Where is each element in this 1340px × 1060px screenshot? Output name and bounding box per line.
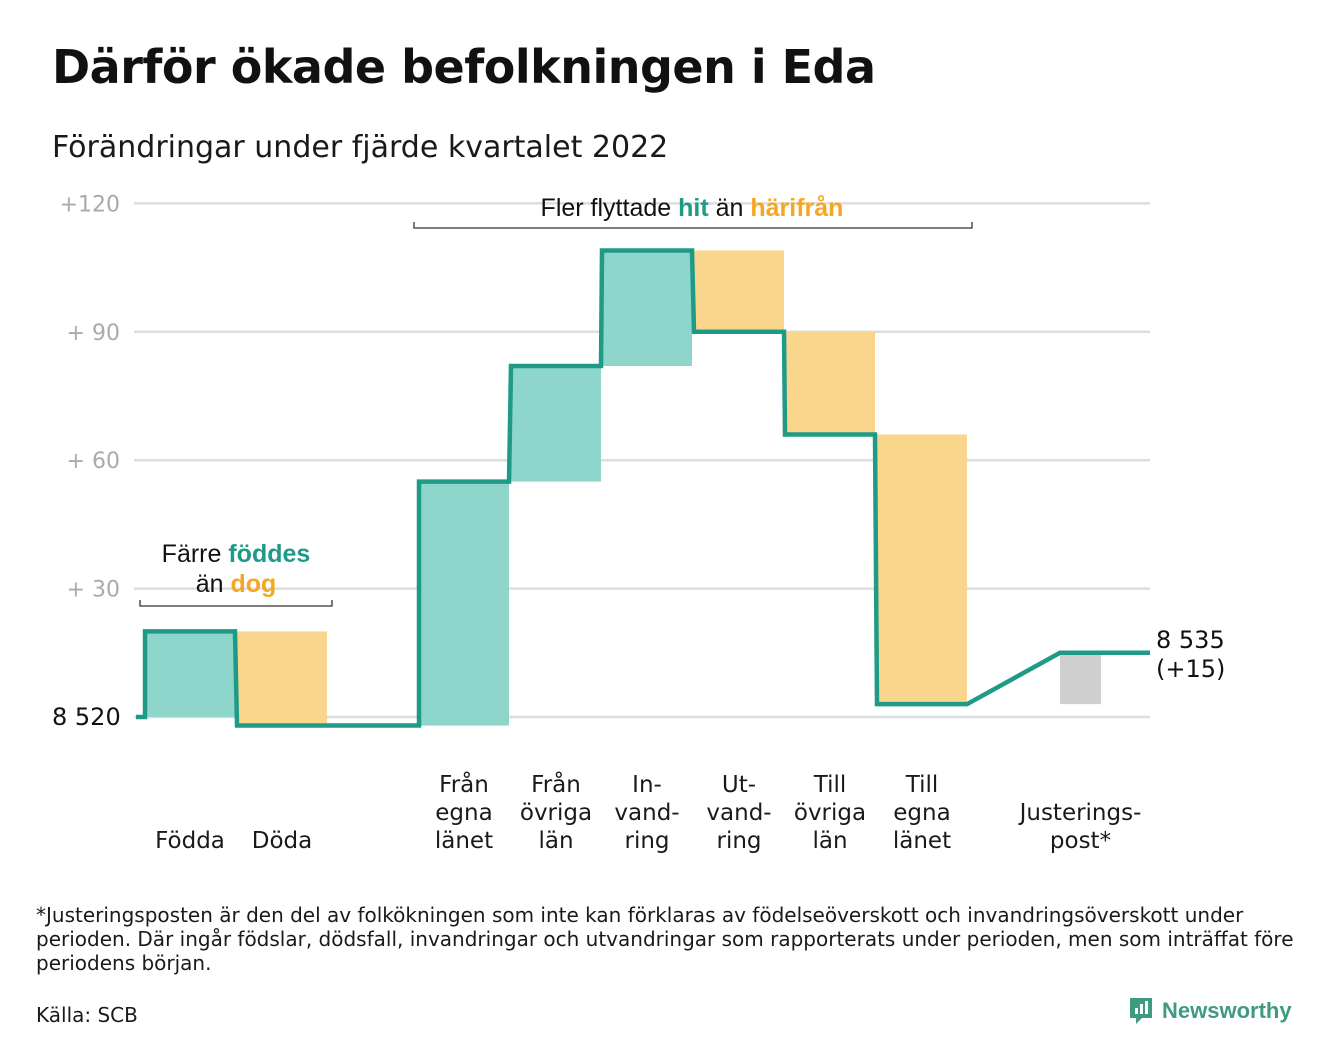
category-label: länet xyxy=(893,828,951,854)
waterfall-bar xyxy=(1060,652,1101,705)
newsworthy-logo: Newsworthy xyxy=(1128,996,1292,1026)
category-label: ring xyxy=(624,828,669,854)
category-label: In- xyxy=(632,772,662,798)
annotation-bracket-migration xyxy=(413,222,973,229)
waterfall-bar xyxy=(237,631,327,726)
annotation-bracket-births xyxy=(139,600,333,607)
annotation-births-line1: Färre föddes xyxy=(162,540,311,568)
waterfall-bar xyxy=(785,331,875,435)
annotation-migration: Fler flyttade hit än härifrån xyxy=(541,194,844,222)
footnote: *Justeringsposten är den del av folkökni… xyxy=(36,903,1294,975)
y-tick-label: + 30 xyxy=(67,578,120,603)
end-value-label: 8 535 xyxy=(1156,626,1225,654)
waterfall-bar xyxy=(877,434,967,705)
waterfall-bar xyxy=(511,366,601,482)
category-label: Från xyxy=(439,770,489,798)
cumulative-step-line xyxy=(136,248,1150,728)
category-label: Justerings- xyxy=(1018,800,1142,826)
waterfall-bar xyxy=(602,250,692,367)
category-label: vand- xyxy=(706,800,771,826)
y-tick-label: +120 xyxy=(60,192,120,217)
category-label: Från xyxy=(531,770,581,798)
start-value-label: 8 520 xyxy=(52,703,121,731)
category-label: Till xyxy=(905,772,939,798)
y-tick-label: + 90 xyxy=(67,321,120,346)
category-label: ring xyxy=(716,828,761,854)
chart-subtitle: Förändringar under fjärde kvartalet 2022 xyxy=(52,130,669,165)
category-label: övriga xyxy=(520,800,592,826)
category-label: Ut- xyxy=(722,772,756,798)
category-label: Döda xyxy=(252,828,312,854)
waterfall-bar xyxy=(419,481,509,726)
annotation-births-line2: än dog xyxy=(196,570,277,598)
category-label: Födda xyxy=(155,828,225,854)
category-label: post* xyxy=(1050,828,1111,854)
category-label: övriga xyxy=(794,800,866,826)
category-label: länet xyxy=(435,828,493,854)
waterfall-bar xyxy=(694,250,784,332)
newsworthy-logo-icon xyxy=(1130,998,1152,1024)
source-note: Källa: SCB xyxy=(36,1003,138,1027)
category-label: egna xyxy=(435,800,492,826)
category-label: län xyxy=(812,828,847,854)
category-label: egna xyxy=(893,800,950,826)
brand-name: Newsworthy xyxy=(1162,998,1292,1023)
waterfall-bar xyxy=(145,631,235,717)
category-label: vand- xyxy=(614,800,679,826)
category-label: Till xyxy=(813,772,847,798)
chart-title: Därför ökade befolkningen i Eda xyxy=(52,40,876,94)
end-change-label: (+15) xyxy=(1156,655,1225,683)
category-label: län xyxy=(538,828,573,854)
y-tick-label: + 60 xyxy=(67,449,120,474)
